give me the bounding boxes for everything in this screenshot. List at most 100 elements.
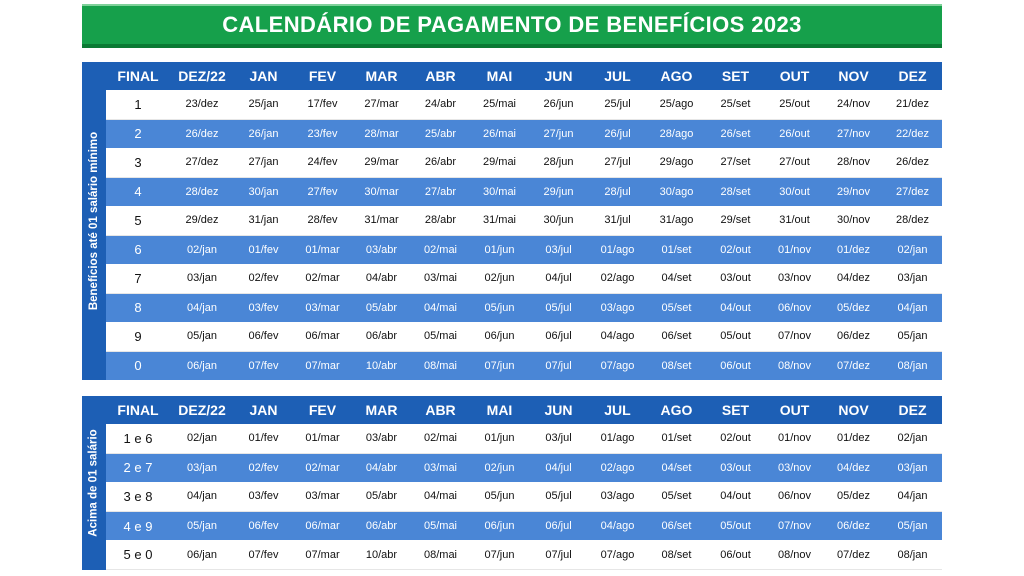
payment-date-cell: 01/jun: [470, 424, 529, 454]
payment-date-cell: 05/jan: [897, 520, 928, 533]
payment-date-cell: 06/jun: [470, 322, 529, 352]
payment-date-cell: 02/mar: [293, 264, 352, 294]
payment-date-cell: 01/jun: [484, 243, 515, 256]
payment-date-cell: 02/out: [706, 424, 765, 454]
payment-date-cell: 03/nov: [765, 264, 824, 294]
column-header-month: DEZ: [898, 402, 927, 418]
payment-date-cell: 07/mar: [293, 540, 352, 571]
column-header-month: MAR: [365, 402, 398, 418]
payment-date-cell: 08/nov: [765, 540, 824, 571]
table-row: 1 e 6 02/jan 01/fev 01/mar 03/abr 02/mai 01/ju…: [106, 424, 942, 454]
side-label-bar: Benefícios até 01 salário mínimo: [82, 62, 106, 380]
payment-date-cell: 01/fev: [234, 424, 293, 454]
payment-date-cell: 03/jul: [545, 243, 572, 256]
final-digit-cell: 3 e 8: [106, 482, 170, 512]
final-digit-cell: 1 e 6: [106, 424, 170, 454]
payment-date-cell: 27/set: [706, 148, 765, 178]
table-row: 3 27/dez 27/jan 24/fev 29/mar 26/abr 29/mai 28/…: [106, 148, 942, 178]
payment-date-cell: 07/dez: [836, 359, 871, 372]
payment-date-cell: 27/jul: [588, 148, 647, 178]
payment-date-cell: 26/jul: [604, 127, 631, 140]
payment-date-cell: 27/dez: [895, 185, 930, 198]
payment-date-cell: 04/jul: [545, 461, 572, 474]
payment-table-min-wage: FINAL DEZ/22 JAN FEV MAR ABR MAI JUN JUL AGO SET OU…: [106, 62, 942, 380]
payment-date-cell: 06/nov: [777, 301, 812, 314]
payment-date-cell: 27/out: [765, 148, 824, 178]
final-digit-cell: 2 e 7: [123, 460, 153, 476]
payment-date-cell: 05/out: [720, 520, 751, 533]
payment-date-cell: 10/abr: [352, 540, 411, 571]
payment-date-cell: 06/abr: [352, 322, 411, 352]
payment-date-cell: 31/jan: [234, 206, 293, 236]
column-header-month: AGO: [660, 68, 693, 84]
payment-date-cell: 05/mai: [411, 322, 470, 352]
payment-date-cell: 02/jan: [897, 243, 928, 256]
payment-date-cell: 04/jan: [170, 482, 234, 512]
table-row: 2 e 7 03/jan 02/fev 02/mar 04/abr 03/mai 02/ju…: [106, 453, 942, 483]
payment-date-cell: 02/fev: [248, 461, 279, 474]
payment-date-cell: 01/ago: [588, 424, 647, 454]
column-header-month: JAN: [249, 402, 278, 418]
payment-date-cell: 07/mar: [305, 359, 340, 372]
payment-date-cell: 01/set: [661, 243, 692, 256]
table-row: 0 06/jan 07/fev 07/mar 10/abr 08/mai 07/jun 07/…: [106, 351, 942, 380]
side-label-bar: Acima de 01 salário: [82, 396, 106, 570]
final-digit-cell: 1: [106, 90, 170, 120]
payment-date-cell: 07/jun: [484, 359, 515, 372]
payment-date-cell: 05/jan: [170, 322, 234, 352]
payment-date-cell: 03/mai: [423, 461, 458, 474]
column-header-month: OUT: [779, 68, 810, 84]
payment-date-cell: 04/abr: [365, 461, 398, 474]
column-header-month: JUL: [604, 68, 631, 84]
payment-date-cell: 29/dez: [170, 206, 234, 236]
payment-date-cell: 25/set: [706, 90, 765, 120]
payment-date-cell: 05/dez: [824, 482, 883, 512]
payment-date-cell: 28/nov: [824, 148, 883, 178]
payment-date-cell: 06/abr: [365, 520, 398, 533]
final-digit-cell: 2: [134, 126, 142, 142]
payment-date-cell: 28/jul: [604, 185, 631, 198]
payment-date-cell: 05/abr: [365, 301, 398, 314]
table-row: 7 03/jan 02/fev 02/mar 04/abr 03/mai 02/jun 04/…: [106, 264, 942, 294]
payment-date-cell: 05/jul: [545, 301, 572, 314]
table-row: 1 23/dez 25/jan 17/fev 27/mar 24/abr 25/mai 26/…: [106, 90, 942, 120]
payment-date-cell: 07/nov: [777, 520, 812, 533]
column-header-month: MAR: [365, 68, 398, 84]
payment-date-cell: 03/abr: [365, 243, 398, 256]
payment-date-cell: 27/nov: [836, 127, 871, 140]
payment-date-cell: 24/nov: [824, 90, 883, 120]
payment-date-cell: 01/set: [647, 424, 706, 454]
payment-date-cell: 03/mar: [305, 301, 340, 314]
payment-date-cell: 28/mar: [364, 127, 399, 140]
payment-date-cell: 28/jun: [529, 148, 588, 178]
payment-date-cell: 04/jan: [187, 301, 217, 314]
payment-date-cell: 04/mai: [411, 482, 470, 512]
payment-date-cell: 31/out: [765, 206, 824, 236]
payment-date-cell: 04/dez: [824, 264, 883, 294]
payment-date-cell: 01/dez: [836, 243, 871, 256]
payment-date-cell: 07/ago: [588, 540, 647, 571]
payment-date-cell: 07/ago: [600, 359, 635, 372]
payment-date-cell: 28/ago: [659, 127, 694, 140]
payment-date-cell: 26/out: [779, 127, 810, 140]
side-label: Benefícios até 01 salário mínimo: [88, 131, 101, 311]
payment-date-cell: 05/jan: [187, 520, 217, 533]
payment-date-cell: 07/jul: [529, 540, 588, 571]
column-header-month: MAI: [486, 402, 513, 418]
column-header-final: FINAL: [117, 402, 159, 418]
payment-date-cell: 08/jan: [897, 359, 928, 372]
payment-date-cell: 29/nov: [836, 185, 871, 198]
payment-date-cell: 07/dez: [824, 540, 883, 571]
payment-date-cell: 03/out: [706, 264, 765, 294]
payment-date-cell: 06/fev: [234, 322, 293, 352]
payment-date-cell: 26/set: [720, 127, 751, 140]
payment-date-cell: 25/jan: [234, 90, 293, 120]
payment-date-cell: 21/dez: [883, 90, 942, 120]
payment-date-cell: 23/dez: [170, 90, 234, 120]
payment-date-cell: 28/abr: [411, 206, 470, 236]
payment-date-cell: 25/out: [765, 90, 824, 120]
payment-date-cell: 03/fev: [248, 301, 279, 314]
payment-date-cell: 06/out: [720, 359, 751, 372]
payment-date-cell: 02/fev: [234, 264, 293, 294]
table-row: 4 e 9 05/jan 06/fev 06/mar 06/abr 05/mai 06/ju…: [106, 511, 942, 541]
